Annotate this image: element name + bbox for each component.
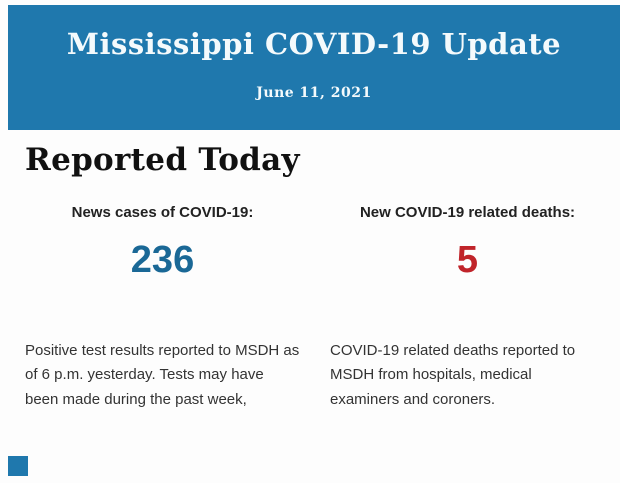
deaths-label: New COVID-19 related deaths: — [359, 204, 576, 221]
new-cases-value: 236 — [130, 239, 195, 281]
newsletter-title: Mississippi COVID-19 Update — [66, 27, 562, 61]
main-content: Reported Today News cases of COVID-19: 2… — [0, 130, 620, 412]
stat-card-deaths: New COVID-19 related deaths: 5 COVID-19 … — [330, 204, 605, 412]
newsletter-date: June 11, 2021 — [256, 85, 372, 101]
deaths-value: 5 — [456, 239, 479, 281]
stat-card-new-cases: News cases of COVID-19: 236 Positive tes… — [25, 204, 300, 412]
deaths-description: COVID-19 related deaths reported to MSDH… — [330, 342, 576, 408]
header-banner: Mississippi COVID-19 Update June 11, 202… — [8, 5, 620, 130]
new-cases-description: Positive test results reported to MSDH a… — [25, 342, 300, 408]
stats-grid: News cases of COVID-19: 236 Positive tes… — [0, 204, 620, 412]
new-cases-label: News cases of COVID-19: — [71, 204, 254, 221]
section-heading: Reported Today — [25, 142, 300, 178]
accent-square — [8, 456, 28, 476]
